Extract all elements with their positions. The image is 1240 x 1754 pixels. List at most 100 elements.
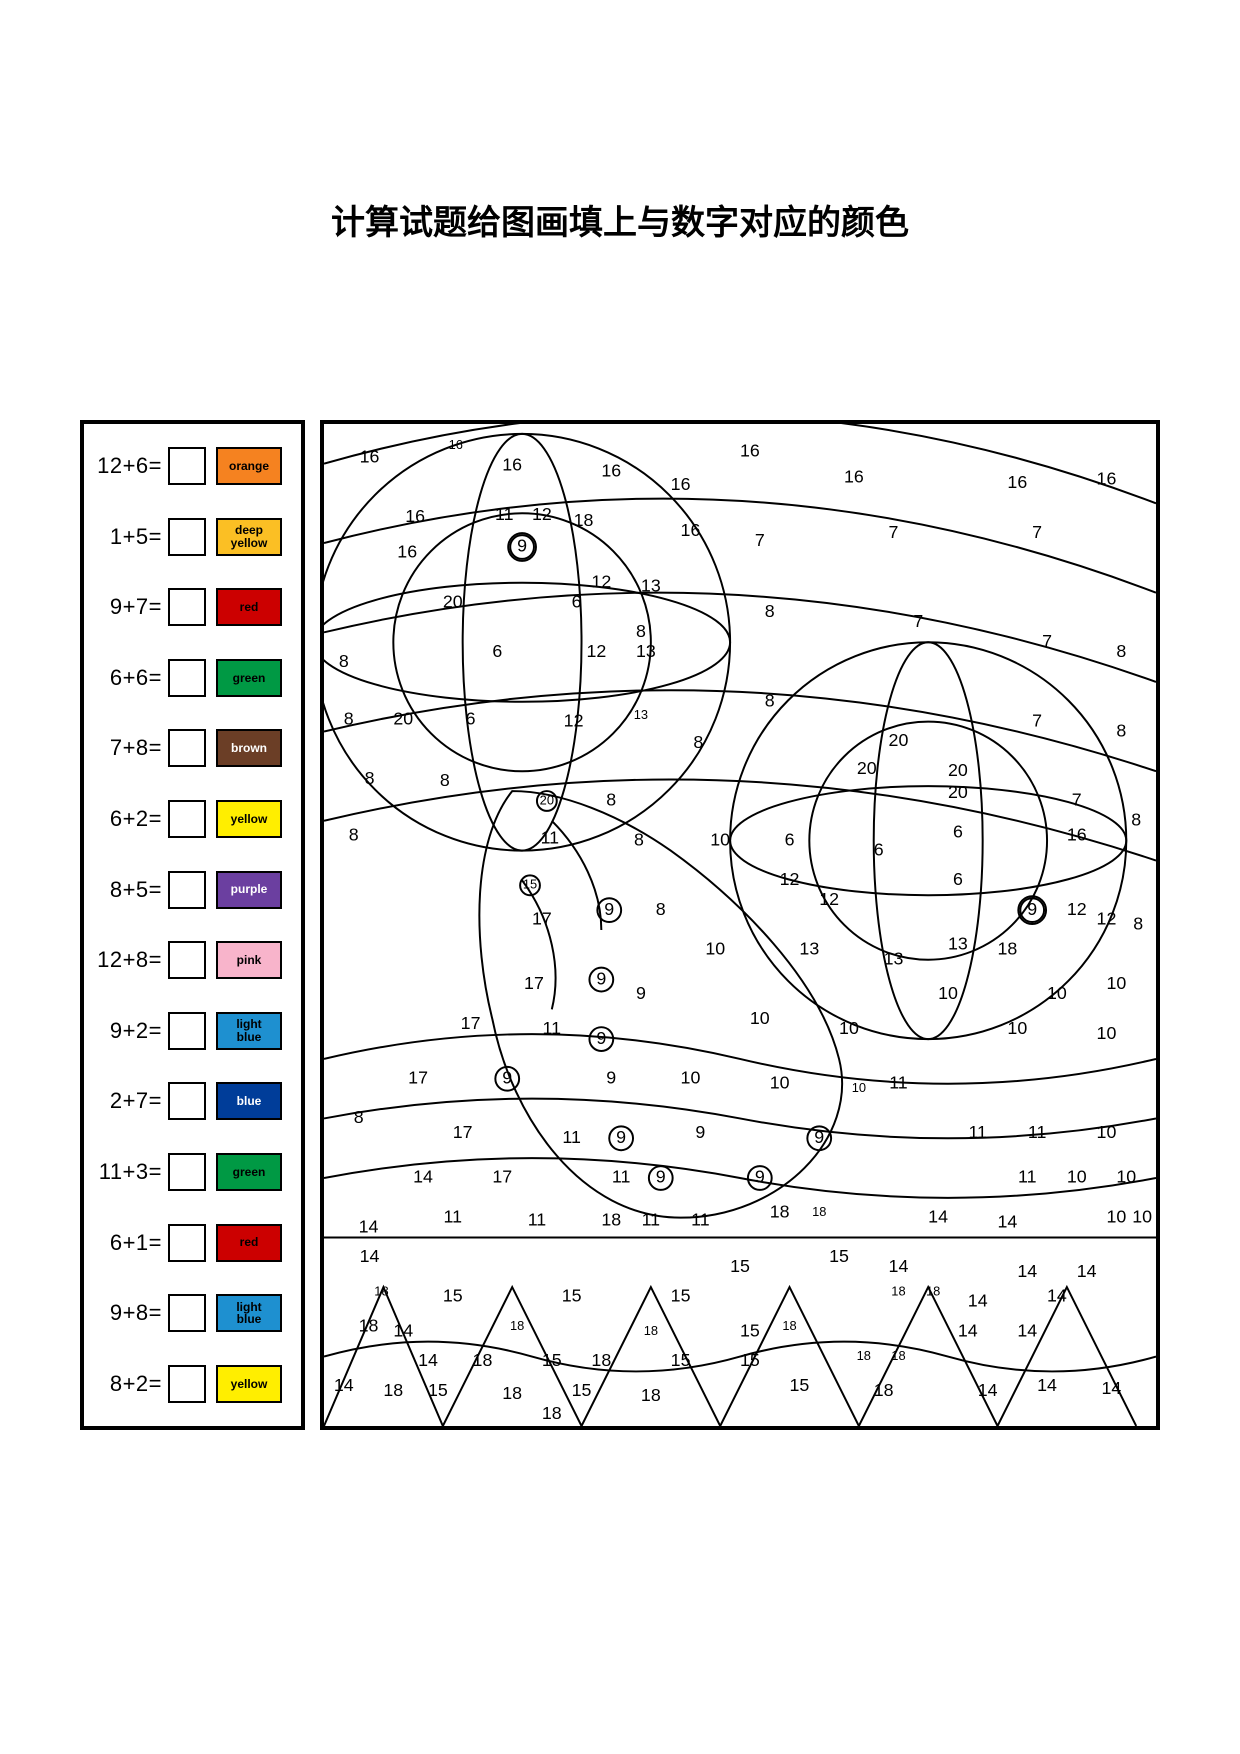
color-swatch: yellow bbox=[216, 800, 282, 838]
region-number: 10 bbox=[750, 1008, 770, 1028]
region-number: 8 bbox=[440, 770, 450, 790]
equation-text: 6+1= bbox=[92, 1230, 162, 1256]
answer-box[interactable] bbox=[168, 1224, 206, 1262]
answer-box[interactable] bbox=[168, 518, 206, 556]
region-number: 15 bbox=[428, 1380, 448, 1400]
region-number: 14 bbox=[889, 1256, 909, 1276]
region-number: 8 bbox=[1133, 914, 1143, 934]
answer-box[interactable] bbox=[168, 871, 206, 909]
region-number: 16 bbox=[360, 446, 380, 466]
region-number: 12 bbox=[1067, 899, 1087, 919]
region-number: 9 bbox=[517, 536, 527, 556]
legend-row: 9+2=light blue bbox=[92, 1003, 293, 1059]
legend-row: 6+6=green bbox=[92, 650, 293, 706]
region-number: 10 bbox=[681, 1067, 701, 1087]
region-number: 16 bbox=[681, 520, 701, 540]
region-number: 14 bbox=[413, 1167, 433, 1187]
answer-box[interactable] bbox=[168, 1365, 206, 1403]
region-number: 20 bbox=[889, 730, 909, 750]
region-number: 20 bbox=[857, 758, 877, 778]
region-number: 18 bbox=[891, 1283, 905, 1298]
region-number: 18 bbox=[359, 1316, 379, 1336]
equation-text: 12+8= bbox=[92, 947, 162, 973]
region-number: 12 bbox=[591, 571, 611, 591]
equation-text: 9+8= bbox=[92, 1300, 162, 1326]
region-number: 8 bbox=[636, 621, 646, 641]
color-swatch: yellow bbox=[216, 1365, 282, 1403]
answer-box[interactable] bbox=[168, 447, 206, 485]
region-number: 17 bbox=[532, 909, 552, 929]
legend-row: 8+5=purple bbox=[92, 862, 293, 918]
region-number: 18 bbox=[857, 1348, 871, 1363]
region-number: 15 bbox=[572, 1380, 592, 1400]
region-number: 18 bbox=[502, 1383, 522, 1403]
answer-box[interactable] bbox=[168, 1153, 206, 1191]
region-number: 13 bbox=[884, 948, 904, 968]
region-number: 10 bbox=[1132, 1206, 1152, 1226]
region-number: 10 bbox=[770, 1072, 790, 1092]
region-number: 18 bbox=[473, 1350, 493, 1370]
region-number: 14 bbox=[998, 1211, 1018, 1231]
region-number: 7 bbox=[1042, 631, 1052, 651]
answer-box[interactable] bbox=[168, 1012, 206, 1050]
answer-box[interactable] bbox=[168, 1294, 206, 1332]
region-number: 10 bbox=[938, 983, 958, 1003]
answer-box[interactable] bbox=[168, 729, 206, 767]
region-number: 16 bbox=[502, 454, 522, 474]
region-number: 14 bbox=[1077, 1261, 1097, 1281]
legend-row: 6+2=yellow bbox=[92, 791, 293, 847]
region-number: 12 bbox=[780, 869, 800, 889]
color-swatch: brown bbox=[216, 729, 282, 767]
region-number: 11 bbox=[528, 1209, 547, 1229]
color-by-number-drawing: 1616161616161616161611121816777169206121… bbox=[320, 420, 1160, 1430]
region-number: 18 bbox=[510, 1318, 524, 1333]
color-swatch: light blue bbox=[216, 1294, 282, 1332]
region-number: 7 bbox=[913, 611, 923, 631]
answer-box[interactable] bbox=[168, 941, 206, 979]
region-number: 7 bbox=[889, 522, 899, 542]
region-number: 17 bbox=[524, 973, 544, 993]
region-number: 18 bbox=[926, 1283, 940, 1298]
region-number: 7 bbox=[755, 530, 765, 550]
answer-box[interactable] bbox=[168, 1082, 206, 1120]
region-number: 10 bbox=[710, 829, 730, 849]
region-number: 14 bbox=[968, 1291, 988, 1311]
region-number: 9 bbox=[596, 1028, 606, 1048]
region-number: 20 bbox=[540, 792, 554, 807]
legend-row: 1+5=deep yellow bbox=[92, 509, 293, 565]
legend-row: 12+8=pink bbox=[92, 932, 293, 988]
region-number: 11 bbox=[562, 1127, 581, 1147]
region-number: 12 bbox=[586, 641, 606, 661]
region-number: 13 bbox=[636, 641, 656, 661]
region-number: 8 bbox=[606, 790, 616, 810]
answer-box[interactable] bbox=[168, 800, 206, 838]
region-number: 16 bbox=[1067, 824, 1087, 844]
answer-box[interactable] bbox=[168, 659, 206, 697]
equation-text: 12+6= bbox=[92, 453, 162, 479]
region-number: 7 bbox=[1072, 790, 1082, 810]
region-number: 8 bbox=[344, 708, 354, 728]
region-number: 16 bbox=[1007, 472, 1027, 492]
region-number: 14 bbox=[1047, 1286, 1067, 1306]
region-number: 9 bbox=[814, 1127, 824, 1147]
region-number: 15 bbox=[443, 1286, 463, 1306]
region-number: 18 bbox=[998, 939, 1018, 959]
region-number: 18 bbox=[574, 510, 594, 530]
region-number: 13 bbox=[641, 575, 661, 595]
region-number: 8 bbox=[765, 690, 775, 710]
region-number: 20 bbox=[948, 782, 968, 802]
region-number: 18 bbox=[591, 1350, 611, 1370]
answer-box[interactable] bbox=[168, 588, 206, 626]
color-swatch: orange bbox=[216, 447, 282, 485]
region-number: 11 bbox=[444, 1206, 463, 1226]
region-number: 12 bbox=[819, 889, 839, 909]
region-number: 18 bbox=[601, 1209, 621, 1229]
region-number: 6 bbox=[953, 869, 963, 889]
region-number: 14 bbox=[418, 1350, 438, 1370]
region-number: 9 bbox=[636, 983, 646, 1003]
region-number: 14 bbox=[393, 1320, 413, 1340]
region-number: 6 bbox=[785, 829, 795, 849]
region-number: 6 bbox=[492, 641, 502, 661]
legend-row: 6+1=red bbox=[92, 1215, 293, 1271]
region-number: 9 bbox=[656, 1167, 666, 1187]
